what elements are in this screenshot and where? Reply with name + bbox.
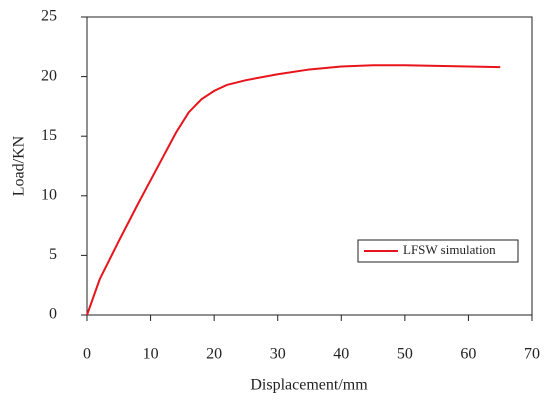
y-tick-label: 20 [41, 67, 57, 84]
x-tick-label: 20 [206, 346, 222, 363]
x-tick-label: 60 [460, 346, 476, 363]
y-tick-label: 15 [41, 127, 57, 144]
x-axis-label: Displacement/mm [250, 377, 368, 394]
legend-box [357, 239, 519, 263]
x-tick-label: 0 [83, 346, 91, 363]
legend-label: LFSW simulation [403, 242, 496, 257]
data-line [86, 64, 501, 316]
x-tick-label: 40 [333, 346, 349, 363]
x-tick-label: 50 [397, 346, 413, 363]
plot-frame [86, 16, 533, 316]
y-axis-label: Load/KN [11, 135, 28, 196]
y-tick-label: 10 [41, 186, 57, 203]
x-tick-label: 70 [524, 346, 540, 363]
y-tick-label: 0 [49, 306, 57, 323]
x-tick-label: 30 [270, 346, 286, 363]
y-tick-label: 5 [49, 246, 57, 263]
x-tick-label: 10 [143, 346, 159, 363]
y-tick-label: 25 [41, 8, 57, 25]
